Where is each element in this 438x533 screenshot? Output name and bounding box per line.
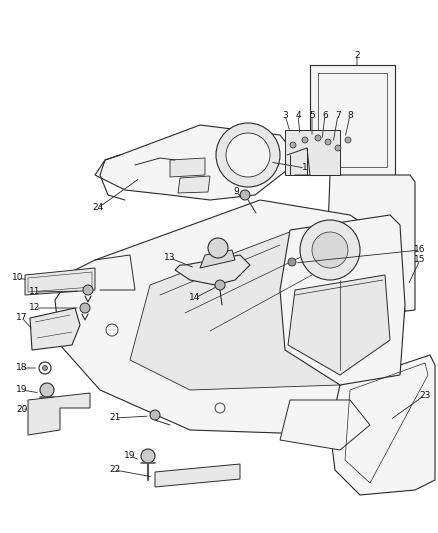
Circle shape: [216, 123, 280, 187]
Polygon shape: [285, 130, 340, 175]
Circle shape: [335, 145, 341, 151]
Text: 11: 11: [29, 287, 41, 296]
Polygon shape: [155, 464, 240, 487]
Circle shape: [42, 366, 47, 370]
Polygon shape: [280, 215, 405, 385]
Text: 23: 23: [419, 391, 431, 400]
Circle shape: [345, 137, 351, 143]
Text: 2: 2: [354, 51, 360, 60]
Circle shape: [80, 303, 90, 313]
Circle shape: [215, 280, 225, 290]
Circle shape: [302, 137, 308, 143]
Text: 22: 22: [110, 465, 120, 474]
Text: 14: 14: [189, 294, 201, 303]
Text: 9: 9: [233, 188, 239, 197]
Text: 16: 16: [414, 246, 426, 254]
Polygon shape: [30, 308, 80, 350]
Circle shape: [226, 133, 270, 177]
Text: 19: 19: [16, 385, 28, 394]
Text: 13: 13: [164, 254, 176, 262]
Text: 24: 24: [92, 204, 104, 213]
Polygon shape: [95, 125, 300, 200]
Polygon shape: [130, 230, 370, 390]
Polygon shape: [288, 275, 390, 375]
Circle shape: [312, 232, 348, 268]
Text: 4: 4: [295, 110, 301, 119]
Circle shape: [300, 220, 360, 280]
Text: 10: 10: [12, 273, 24, 282]
Text: 3: 3: [282, 110, 288, 119]
Polygon shape: [28, 393, 90, 435]
Text: 17: 17: [16, 313, 28, 322]
Circle shape: [290, 142, 296, 148]
Circle shape: [240, 190, 250, 200]
Text: 7: 7: [335, 110, 341, 119]
Polygon shape: [330, 355, 435, 495]
Text: 18: 18: [16, 364, 28, 373]
Circle shape: [325, 139, 331, 145]
Polygon shape: [55, 200, 405, 435]
Text: 8: 8: [347, 110, 353, 119]
Circle shape: [83, 285, 93, 295]
Circle shape: [208, 238, 228, 258]
Circle shape: [40, 383, 54, 397]
Polygon shape: [170, 158, 205, 177]
Text: 21: 21: [110, 414, 121, 423]
Text: 5: 5: [309, 110, 315, 119]
Text: 12: 12: [29, 303, 41, 312]
Polygon shape: [175, 255, 250, 285]
Polygon shape: [25, 268, 95, 295]
Polygon shape: [325, 175, 415, 320]
Polygon shape: [280, 400, 370, 450]
Text: 20: 20: [16, 406, 28, 415]
Circle shape: [150, 410, 160, 420]
Text: 15: 15: [414, 255, 426, 264]
Circle shape: [288, 258, 296, 266]
Circle shape: [315, 135, 321, 141]
Polygon shape: [200, 250, 235, 268]
Polygon shape: [178, 176, 210, 193]
Text: 1: 1: [302, 164, 308, 173]
Text: 19: 19: [124, 451, 136, 461]
Circle shape: [141, 449, 155, 463]
Polygon shape: [310, 65, 395, 175]
Text: 6: 6: [322, 110, 328, 119]
